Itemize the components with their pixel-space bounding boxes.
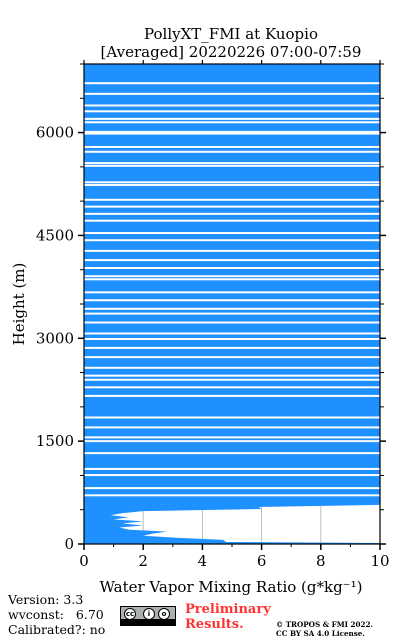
profile-gap-41 <box>84 130 380 133</box>
y-axis-label: Height (m) <box>10 263 28 346</box>
y-tick-label-0: 0 <box>64 535 74 553</box>
profile-gap-47 <box>84 82 380 85</box>
profile-gap-24 <box>84 275 380 278</box>
profile-gap-40 <box>84 132 380 135</box>
version-text: Version: 3.3 <box>8 592 84 607</box>
profile-gap-35 <box>84 181 380 184</box>
profile-gap-26 <box>84 259 380 262</box>
x-tick-label-4: 8 <box>316 552 326 570</box>
profile-gap-5 <box>84 440 380 443</box>
profile-gap-19 <box>84 312 380 315</box>
profile-gap-46 <box>84 92 380 95</box>
copyright-notice: © TROPOS & FMI 2022. CC BY SA 4.0 Licens… <box>276 620 373 638</box>
chart-title-line1: PollyXT_FMI at Kuopio <box>144 25 318 43</box>
profile-gap-30 <box>84 219 380 222</box>
profile-gap-29 <box>84 232 380 235</box>
y-tick-label-1: 1500 <box>36 432 74 450</box>
profile-gap-28 <box>84 239 380 242</box>
profile-gap-38 <box>84 150 380 153</box>
x-axis-label: Water Vapor Mixing Ratio (g*kg⁻¹) <box>100 578 363 596</box>
cc-license-icon: cc i o <box>120 606 176 626</box>
y-tick-label-2: 3000 <box>36 329 74 347</box>
profile-gap-17 <box>84 332 380 335</box>
profile-gap-32 <box>84 205 380 208</box>
profile-gap-45 <box>84 104 380 107</box>
x-tick-label-5: 10 <box>370 552 389 570</box>
preliminary-line1: Preliminary <box>185 602 271 617</box>
x-tick-label-0: 0 <box>79 552 89 570</box>
profile-gap-0 <box>84 494 380 497</box>
profile-gap-43 <box>84 117 380 120</box>
calibrated-text: Calibrated?: no <box>8 622 106 637</box>
x-tick-label-2: 4 <box>198 552 208 570</box>
cc-badge-strip <box>121 619 175 625</box>
profile-gap-37 <box>84 162 380 165</box>
wvmr-profile-area <box>84 64 380 544</box>
profile-gap-34 <box>84 184 380 187</box>
profile-gap-13 <box>84 366 380 369</box>
profile-gap-11 <box>84 378 380 381</box>
profile-gap-20 <box>84 307 380 310</box>
profile-gap-14 <box>84 356 380 359</box>
profile-gap-9 <box>84 394 380 397</box>
profile-gap-1 <box>84 487 380 490</box>
copyright-line1: © TROPOS & FMI 2022. <box>276 620 374 629</box>
profile-gap-8 <box>84 416 380 419</box>
profile-gap-27 <box>84 249 380 252</box>
profile-gap-15 <box>84 346 380 349</box>
profile-gap-12 <box>84 374 380 377</box>
wvconst-text: wvconst: 6.70 <box>8 607 104 622</box>
profile-gap-7 <box>84 426 380 429</box>
preliminary-notice: Preliminary Results. <box>185 602 271 632</box>
profile-gap-25 <box>84 267 380 269</box>
copyright-line2: CC BY SA 4.0 License. <box>276 629 365 638</box>
profile-gap-21 <box>84 299 380 302</box>
profile-gap-39 <box>84 145 380 148</box>
preliminary-line2: Results. <box>185 617 244 632</box>
profile-gap-33 <box>84 198 380 201</box>
profile-gap-18 <box>84 321 380 324</box>
profile-gap-3 <box>84 467 380 470</box>
profile-gap-2 <box>84 474 380 477</box>
profile-gap-10 <box>84 386 380 389</box>
y-tick-label-4: 6000 <box>36 124 74 142</box>
profile-gap-36 <box>84 164 380 167</box>
profile-gap-44 <box>84 110 380 113</box>
profile-gap-31 <box>84 212 380 215</box>
x-tick-label-3: 6 <box>257 552 267 570</box>
profile-gap-16 <box>84 337 380 340</box>
profile-gap-42 <box>84 121 380 124</box>
profile-gap-4 <box>84 452 380 455</box>
footer-info: Version: 3.3 wvconst: 6.70 Calibrated?: … <box>8 592 105 637</box>
profile-gap-22 <box>84 291 380 294</box>
x-tick-label-1: 2 <box>138 552 148 570</box>
profile-gap-6 <box>84 436 380 439</box>
profile-gap-23 <box>84 278 380 281</box>
chart-title-line2: [Averaged] 20220226 07:00-07:59 <box>101 43 362 61</box>
y-tick-label-3: 4500 <box>36 226 74 244</box>
